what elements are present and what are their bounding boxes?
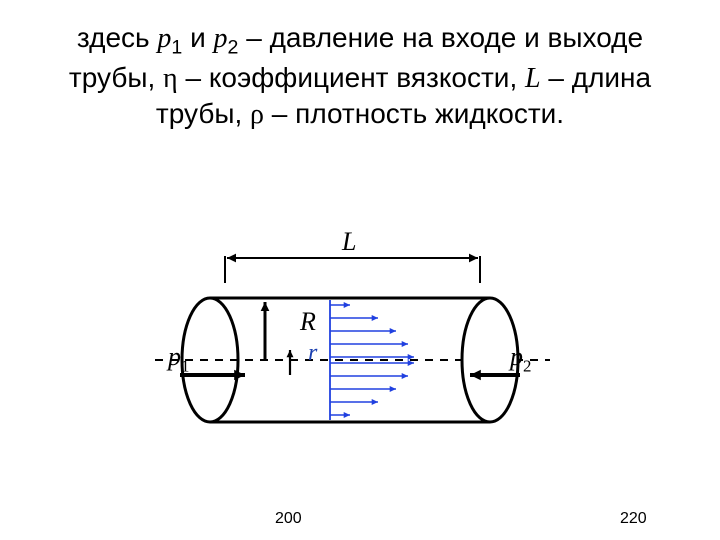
svg-text:R: R bbox=[299, 307, 316, 336]
svg-text:L: L bbox=[341, 227, 356, 256]
svg-text:p2: p2 bbox=[508, 342, 531, 376]
svg-text:r: r bbox=[308, 340, 318, 366]
svg-text:p1: p1 bbox=[166, 342, 189, 376]
page-number-right: 220 bbox=[620, 510, 647, 528]
page-number-left: 200 bbox=[275, 510, 302, 528]
caption-text: здесь p1 и p2 – давление на входе и выхо… bbox=[40, 20, 680, 132]
pipe-diagram: L Rr p1 p2 bbox=[150, 210, 570, 495]
